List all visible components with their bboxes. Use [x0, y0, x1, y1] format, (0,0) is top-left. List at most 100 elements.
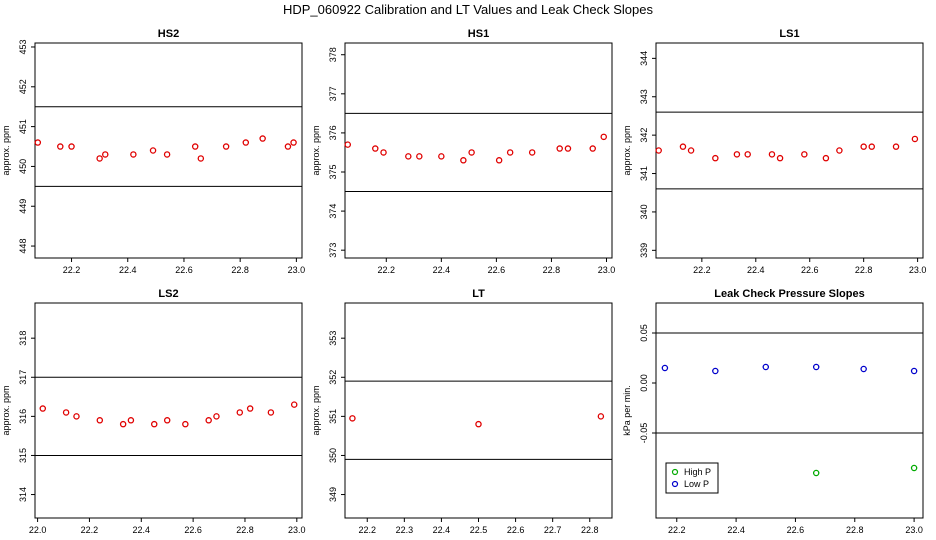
legend-label: High P: [684, 467, 711, 477]
data-point: [68, 143, 75, 150]
plot-frame: [344, 302, 613, 519]
data-point: [661, 364, 669, 372]
data-point: [127, 417, 135, 424]
data-point: [57, 143, 64, 150]
y-tick-label: 342: [639, 128, 649, 143]
data-point: [655, 147, 662, 154]
x-tick-label: 22.6: [184, 525, 202, 535]
x-tick-label: 22.4: [119, 265, 137, 275]
data-point: [801, 151, 808, 158]
data-point: [528, 149, 536, 156]
data-point: [163, 151, 171, 158]
chart-panel: Leak Check Pressure Slopes kPa per min. 22…: [622, 288, 924, 535]
data-point: [344, 141, 352, 148]
x-tick-label: 22.4: [747, 265, 765, 275]
x-tick-label: 22.2: [81, 525, 99, 535]
data-point: [236, 409, 244, 416]
y-tick-label: 378: [328, 47, 338, 62]
y-tick-label: 315: [18, 448, 28, 463]
plot-frame: [344, 42, 613, 259]
data-point: [822, 154, 830, 162]
data-point: [597, 413, 605, 420]
data-point: [163, 417, 171, 424]
chart-panel: LS2 approx. ppm 22.0 22.2 22.4 22.6 22.8 23.0 31…: [1, 288, 306, 535]
y-tick-label: 341: [639, 166, 649, 181]
data-point: [259, 135, 266, 142]
data-point: [860, 365, 867, 373]
x-tick-label: 22.6: [801, 265, 819, 275]
data-point: [910, 367, 918, 375]
x-tick-label: 22.6: [488, 265, 506, 275]
data-point: [712, 367, 719, 375]
panel-title: HS1: [468, 28, 489, 40]
data-point: [679, 143, 687, 150]
data-point: [911, 135, 919, 143]
x-tick-label: 22.8: [231, 265, 249, 275]
y-tick-label: 343: [639, 89, 649, 104]
data-point: [290, 139, 297, 146]
data-point: [150, 420, 158, 428]
data-point: [130, 151, 137, 158]
panel-title: LT: [472, 288, 485, 300]
y-tick-label: 339: [639, 243, 649, 258]
data-point: [102, 151, 109, 158]
x-tick-label: 22.6: [787, 525, 805, 535]
data-point: [191, 143, 199, 150]
y-axis-label: approx. ppm: [1, 125, 11, 175]
data-point: [119, 420, 127, 428]
y-tick-label: 318: [18, 331, 28, 346]
data-point: [438, 153, 445, 160]
data-point: [349, 415, 356, 422]
data-point: [762, 363, 770, 371]
y-tick-label: 351: [328, 409, 338, 424]
data-point: [475, 420, 482, 428]
data-point: [868, 143, 876, 150]
data-point: [372, 145, 379, 152]
data-point: [267, 409, 275, 416]
x-tick-label: 22.8: [855, 265, 873, 275]
data-point: [213, 413, 220, 420]
x-tick-label: 22.8: [236, 525, 254, 535]
data-point: [96, 155, 103, 162]
data-point: [205, 417, 212, 424]
data-point: [860, 143, 867, 150]
y-tick-label: 344: [639, 51, 649, 66]
x-tick-label: 23.0: [288, 525, 306, 535]
y-tick-label: 373: [328, 243, 338, 258]
plot-frame: [655, 42, 924, 259]
x-tick-label: 23.0: [905, 525, 923, 535]
x-tick-label: 22.4: [133, 525, 151, 535]
data-point: [197, 155, 205, 162]
panel-title: Leak Check Pressure Slopes: [714, 288, 864, 300]
chart-panel: HS2 approx. ppm 22.2 22.4 22.6 22.8 23.0 448 449…: [1, 28, 305, 275]
data-point: [812, 363, 820, 371]
y-tick-label: 316: [18, 409, 28, 424]
data-point: [222, 143, 230, 150]
data-point: [564, 145, 572, 152]
data-point: [468, 149, 475, 156]
legend-marker: [671, 468, 679, 476]
x-tick-label: 22.4: [727, 525, 745, 535]
x-tick-label: 22.2: [63, 265, 81, 275]
panel-title: LS2: [158, 288, 178, 300]
data-point: [589, 145, 596, 152]
y-tick-label: 375: [328, 164, 338, 179]
figure-title: HDP_060922 Calibration and LT Values and…: [283, 2, 654, 17]
data-point: [733, 151, 741, 158]
y-tick-label: 352: [328, 370, 338, 385]
x-tick-label: 22.2: [693, 265, 711, 275]
y-tick-label: 450: [18, 159, 28, 174]
data-point: [380, 149, 387, 156]
y-tick-label: 374: [328, 204, 338, 219]
x-tick-label: 22.8: [846, 525, 864, 535]
chart-panels: HS2 approx. ppm 22.2 22.4 22.6 22.8 23.0 448 449…: [1, 28, 926, 535]
data-point: [39, 405, 47, 412]
x-tick-label: 22.4: [433, 525, 451, 535]
chart-panel: HS1 approx. ppm 22.2 22.4 22.6 22.8 23.0 373 374…: [311, 28, 615, 275]
y-tick-label: 452: [18, 79, 28, 94]
x-tick-label: 23.0: [598, 265, 616, 275]
data-point: [242, 139, 250, 146]
data-point: [290, 401, 298, 408]
y-tick-label: 0.05: [639, 324, 649, 342]
